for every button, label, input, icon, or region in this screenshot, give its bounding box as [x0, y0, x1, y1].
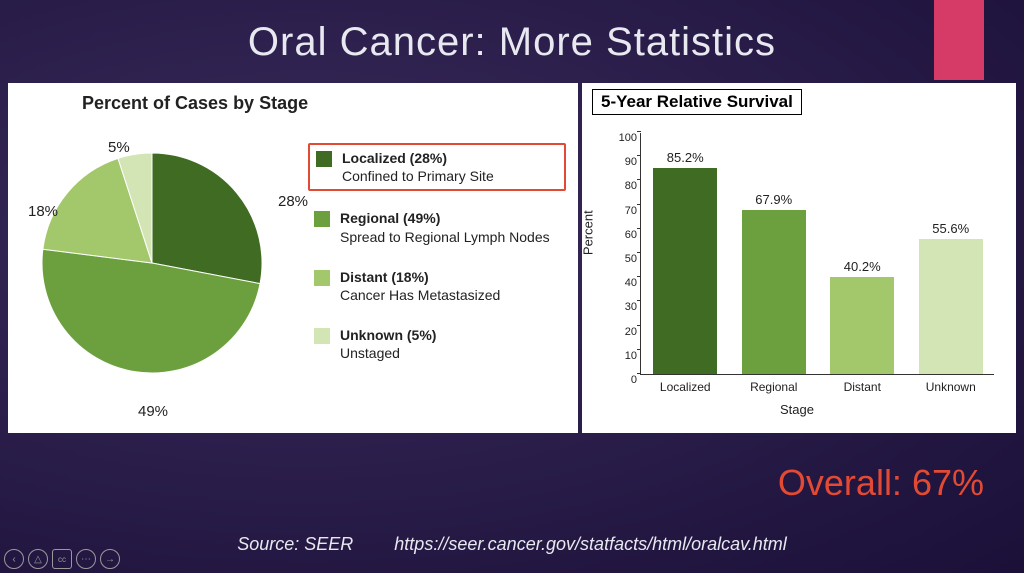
pie-legend: Localized (28%)Confined to Primary Site R… [308, 143, 566, 381]
legend-swatch [314, 328, 330, 344]
ytick-label: 70 [611, 205, 637, 217]
bar-panel: 5-Year Relative Survival Percent 0102030… [582, 83, 1016, 433]
pie-title: Percent of Cases by Stage [82, 93, 564, 114]
bar-value-label: 67.9% [742, 192, 806, 207]
xtick-label: Localized [660, 380, 711, 394]
legend-swatch [316, 151, 332, 167]
legend-item-localized: Localized (28%)Confined to Primary Site [308, 143, 566, 191]
source-prefix: Source: SEER [237, 534, 353, 554]
next-icon[interactable]: → [100, 549, 120, 569]
ytick-label: 0 [611, 374, 637, 386]
legend-item-unknown: Unknown (5%)Unstaged [308, 322, 566, 366]
ytick-mark [637, 276, 641, 277]
bar-plot: 010203040506070809010085.2%Localized67.9… [640, 133, 994, 375]
legend-text: Unknown (5%)Unstaged [340, 326, 436, 362]
ytick-mark [637, 373, 641, 374]
ytick-mark [637, 300, 641, 301]
pie-svg [32, 143, 272, 383]
pie-pct-label: 5% [108, 139, 130, 156]
pie-pct-label: 28% [278, 193, 308, 210]
pie-pct-label: 49% [138, 403, 168, 420]
legend-text: Localized (28%)Confined to Primary Site [342, 149, 494, 185]
source-url: https://seer.cancer.gov/statfacts/html/o… [394, 534, 786, 554]
bar-regional: 67.9% [742, 210, 806, 374]
slide-title: Oral Cancer: More Statistics [0, 0, 1024, 65]
xtick-label: Distant [844, 380, 881, 394]
ytick-label: 20 [611, 326, 637, 338]
ytick-label: 30 [611, 301, 637, 313]
source-line: Source: SEER https://seer.cancer.gov/sta… [0, 534, 1024, 555]
bar-value-label: 55.6% [919, 221, 983, 236]
back-icon[interactable]: ‹ [4, 549, 24, 569]
bar-distant: 40.2% [830, 277, 894, 374]
pie-slice-localized [152, 153, 262, 284]
xtick-label: Unknown [926, 380, 976, 394]
ytick-mark [637, 252, 641, 253]
cc-icon[interactable]: cc [52, 549, 72, 569]
bar-title: 5-Year Relative Survival [592, 89, 802, 115]
bar-unknown: 55.6% [919, 239, 983, 374]
accent-bar [934, 0, 984, 80]
x-axis-label: Stage [780, 402, 814, 417]
ytick-label: 80 [611, 180, 637, 192]
ytick-label: 50 [611, 253, 637, 265]
bar-value-label: 85.2% [653, 150, 717, 165]
bar-value-label: 40.2% [830, 259, 894, 274]
ytick-mark [637, 155, 641, 156]
more-icon[interactable]: ⋯ [76, 549, 96, 569]
pie-chart [32, 143, 272, 388]
pie-panel: Percent of Cases by Stage 28% 49% 18% 5% Lo… [8, 83, 578, 433]
ytick-mark [637, 131, 641, 132]
ytick-mark [637, 228, 641, 229]
pie-pct-label: 18% [28, 203, 58, 220]
ytick-label: 10 [611, 350, 637, 362]
bar-chart: Percent 010203040506070809010085.2%Local… [592, 125, 1002, 415]
ytick-label: 90 [611, 156, 637, 168]
marker-icon[interactable]: △ [28, 549, 48, 569]
ytick-mark [637, 204, 641, 205]
legend-item-distant: Distant (18%)Cancer Has Metastasized [308, 264, 566, 308]
bar-localized: 85.2% [653, 168, 717, 374]
legend-swatch [314, 211, 330, 227]
overall-stat: Overall: 67% [778, 462, 984, 504]
panels: Percent of Cases by Stage 28% 49% 18% 5% Lo… [0, 83, 1024, 433]
ytick-mark [637, 179, 641, 180]
ytick-mark [637, 349, 641, 350]
y-axis-label: Percent [581, 210, 596, 255]
legend-text: Distant (18%)Cancer Has Metastasized [340, 268, 500, 304]
legend-text: Regional (49%)Spread to Regional Lymph N… [340, 209, 550, 245]
legend-item-regional: Regional (49%)Spread to Regional Lymph N… [308, 205, 566, 249]
player-controls: ‹ △ cc ⋯ → [4, 549, 120, 569]
ytick-label: 100 [611, 132, 637, 144]
xtick-label: Regional [750, 380, 797, 394]
legend-swatch [314, 270, 330, 286]
ytick-mark [637, 325, 641, 326]
ytick-label: 60 [611, 229, 637, 241]
ytick-label: 40 [611, 277, 637, 289]
